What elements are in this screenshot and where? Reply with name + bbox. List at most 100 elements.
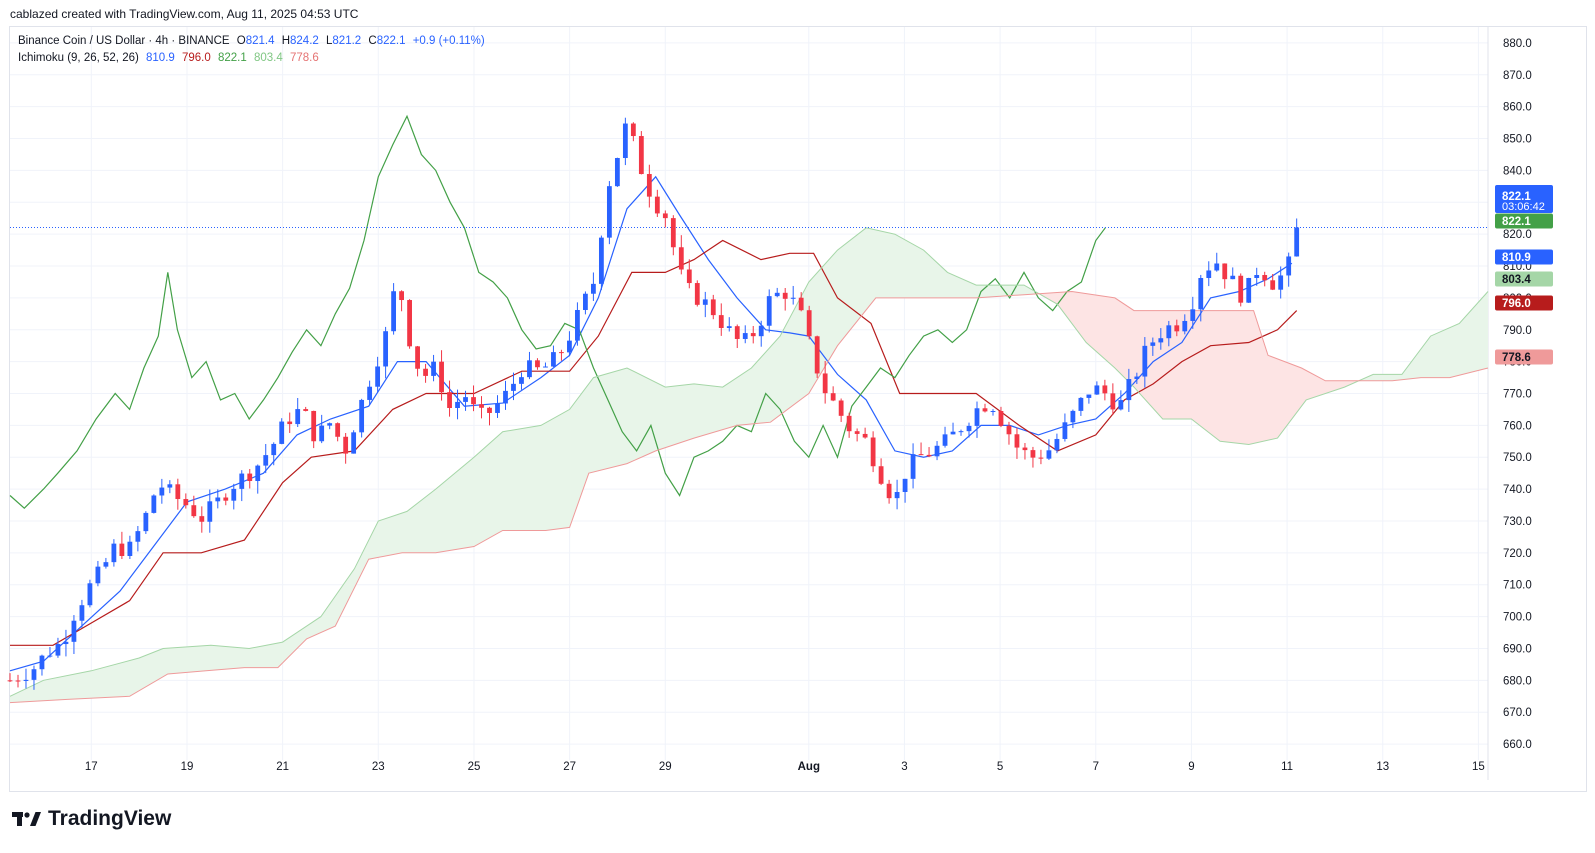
y-tick-label: 770.0: [1503, 389, 1532, 401]
candle-up: [910, 454, 916, 479]
candle-up: [31, 669, 37, 680]
candle-down: [119, 543, 125, 556]
candle-up: [215, 497, 221, 502]
candle-up: [590, 283, 596, 294]
candle-down: [1022, 447, 1028, 451]
candle-down: [694, 283, 700, 305]
y-tick-label: 660.0: [1503, 739, 1532, 751]
candle-down: [1270, 280, 1276, 290]
candle-up: [255, 465, 261, 482]
candle-up: [351, 432, 357, 454]
price-tag-value: 803.4: [1502, 274, 1531, 286]
candle-up: [1254, 275, 1260, 278]
candle-up: [455, 401, 460, 408]
candle-down: [1102, 385, 1108, 394]
chart-frame: [9, 26, 1587, 792]
candle-up: [606, 186, 612, 238]
candle-down: [878, 466, 884, 484]
candle-up: [966, 425, 972, 432]
candle-up: [167, 484, 173, 488]
candle-down: [1030, 450, 1036, 458]
candle-up: [894, 492, 900, 499]
candle-up: [383, 331, 389, 367]
candle-up: [511, 383, 516, 391]
candle-up: [295, 409, 301, 425]
candle-up: [1190, 309, 1196, 321]
price-tag-countdown: 03:06:42: [1502, 201, 1545, 213]
tradingview-brand[interactable]: TradingView: [12, 807, 171, 831]
x-tick-label: 13: [1376, 761, 1389, 773]
candle-up: [702, 299, 708, 305]
high-value: 824.2: [290, 35, 319, 47]
candlesticks: [7, 117, 1300, 690]
candle-down: [535, 360, 540, 368]
candle-up: [319, 425, 325, 442]
candle-down: [199, 516, 205, 522]
candle-down: [247, 473, 253, 482]
candle-down: [830, 393, 836, 401]
x-tick-label: 7: [1093, 761, 1099, 773]
x-tick-label: 19: [181, 761, 194, 773]
candle-down: [183, 499, 189, 506]
candle-up: [622, 123, 628, 159]
candle-up: [1158, 338, 1164, 343]
candle-up: [127, 541, 133, 556]
candle-down: [471, 397, 476, 405]
candle-up: [159, 487, 165, 496]
symbol-name: Binance Coin / US Dollar · 4h · BINANCE: [18, 35, 230, 47]
brand-name: TradingView: [48, 807, 172, 830]
candle-up: [95, 566, 101, 584]
candle-down: [335, 423, 341, 437]
indicator-legend[interactable]: Ichimoku (9, 26, 52, 26) 810.9 796.0 822…: [18, 52, 323, 64]
candle-down: [415, 346, 420, 369]
close-value: 822.1: [376, 35, 406, 47]
chart-credit: cablazed created with TradingView.com, A…: [10, 7, 359, 21]
indicator-name: Ichimoku (9, 26, 52, 26): [18, 52, 139, 64]
leading-span-b-line: [9, 290, 1489, 704]
candle-down: [399, 291, 404, 301]
y-tick-label: 730.0: [1503, 516, 1532, 528]
candle-up: [1086, 394, 1092, 398]
time-axis[interactable]: 17 19 21 23 25 27 29 Aug 3 5 7 9 11 13 15: [85, 761, 1485, 773]
candle-up: [239, 473, 245, 489]
price-tag-value: 822.1: [1502, 191, 1531, 203]
candle-up: [503, 390, 508, 404]
x-tick-label: 3: [901, 761, 907, 773]
candle-up: [934, 445, 940, 457]
price-tag: [1495, 213, 1553, 229]
x-tick-label: 29: [659, 761, 672, 773]
candle-up: [583, 293, 588, 310]
symbol-legend[interactable]: Binance Coin / US Dollar · 4h · BINANCE …: [18, 35, 489, 47]
candle-down: [487, 407, 492, 413]
candle-down: [686, 269, 692, 284]
candle-down: [1238, 275, 1244, 303]
conversion-line: [9, 175, 1293, 672]
candle-up: [359, 399, 365, 433]
y-tick-label: 840.0: [1503, 165, 1532, 177]
y-tick-label: 860.0: [1503, 102, 1532, 114]
candle-down: [1006, 425, 1012, 435]
candle-up: [902, 478, 908, 493]
candle-up: [327, 423, 333, 426]
candle-down: [638, 136, 644, 175]
x-tick-label: Aug: [798, 761, 820, 773]
price-axis[interactable]: 880.0870.0860.0850.0840.0830.0820.0810.0…: [1503, 38, 1532, 751]
candle-up: [231, 488, 237, 501]
low-label: L: [326, 35, 333, 47]
candle-up: [375, 366, 381, 387]
candle-up: [974, 408, 980, 426]
price-tag-value: 810.9: [1502, 252, 1531, 264]
candle-up: [1278, 275, 1284, 290]
price-tag: [1495, 349, 1553, 365]
change-value: +0.9 (+0.11%): [412, 35, 485, 47]
candle-up: [766, 296, 772, 326]
candle-up: [143, 512, 149, 532]
candle-up: [1166, 325, 1172, 339]
tradingview-logo-icon: [12, 812, 41, 826]
candle-up: [1126, 379, 1132, 401]
low-value: 821.2: [332, 35, 362, 47]
y-tick-label: 690.0: [1503, 643, 1532, 655]
x-tick-label: 9: [1188, 761, 1194, 773]
candle-up: [942, 434, 948, 446]
